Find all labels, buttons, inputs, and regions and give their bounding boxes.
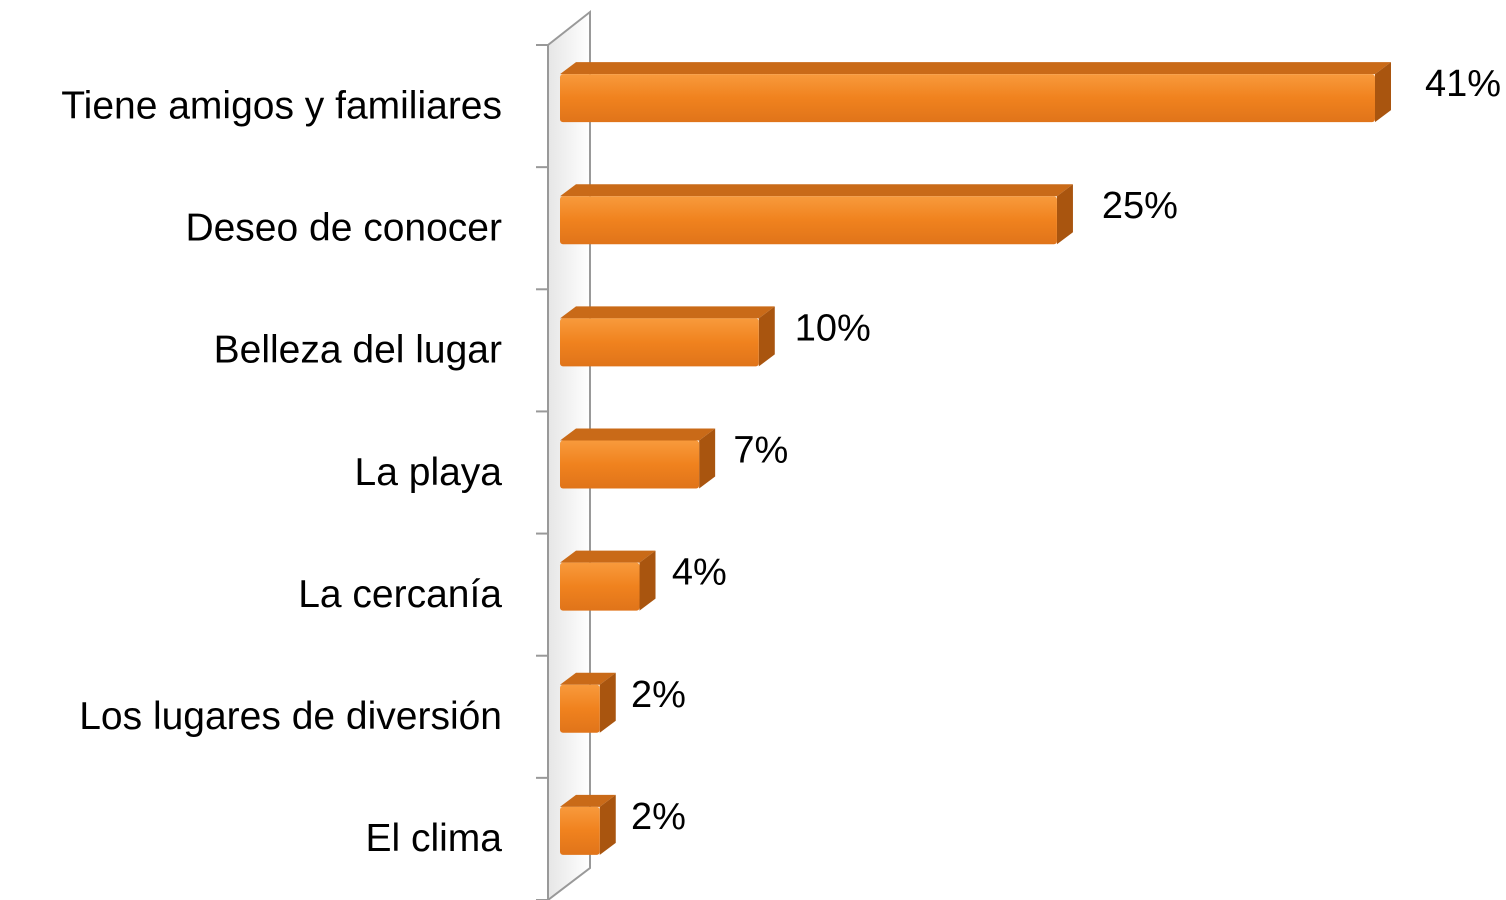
bar: [560, 184, 1073, 245]
data-label: 41%: [1425, 63, 1501, 105]
data-label: 4%: [672, 552, 727, 594]
bar-side: [699, 428, 716, 489]
data-label: 7%: [733, 430, 788, 472]
bar: [560, 550, 656, 611]
bar-top: [560, 62, 1391, 75]
data-label: 2%: [631, 674, 686, 716]
bar-side: [758, 306, 775, 367]
bar-top: [560, 794, 616, 807]
y-tick-label: La playa: [355, 451, 503, 494]
bar: [560, 62, 1391, 123]
y-tick-label: Tiene amigos y familiares: [61, 84, 502, 127]
data-label: 25%: [1102, 185, 1178, 227]
y-tick-label: La cercanía: [298, 573, 502, 616]
bar-front: [560, 562, 640, 611]
bar-side: [599, 672, 616, 733]
bar-top: [560, 184, 1073, 197]
bar-top: [560, 672, 616, 685]
y-tick-label: El clima: [365, 817, 502, 860]
bar: [560, 306, 775, 367]
y-tick-label: Los lugares de diversión: [79, 695, 502, 738]
data-label: 2%: [631, 796, 686, 838]
data-label: 10%: [795, 307, 871, 349]
bar-side: [599, 794, 616, 855]
bar: [560, 794, 616, 855]
bar: [560, 428, 716, 489]
y-tick-label: Deseo de conocer: [185, 207, 502, 250]
bar-top: [560, 306, 775, 319]
bar-front: [560, 806, 600, 855]
bar-side: [1056, 184, 1073, 245]
bar-front: [560, 440, 700, 489]
bar-top: [560, 428, 716, 441]
bar-front: [560, 196, 1057, 245]
bar-side: [1375, 62, 1391, 123]
bar-front: [560, 684, 600, 733]
bar: [560, 672, 616, 733]
y-tick-label: Belleza del lugar: [214, 329, 502, 372]
bar-front: [560, 74, 1375, 123]
bar-top: [560, 550, 656, 563]
bar-front: [560, 318, 759, 367]
bar-side: [639, 550, 656, 611]
